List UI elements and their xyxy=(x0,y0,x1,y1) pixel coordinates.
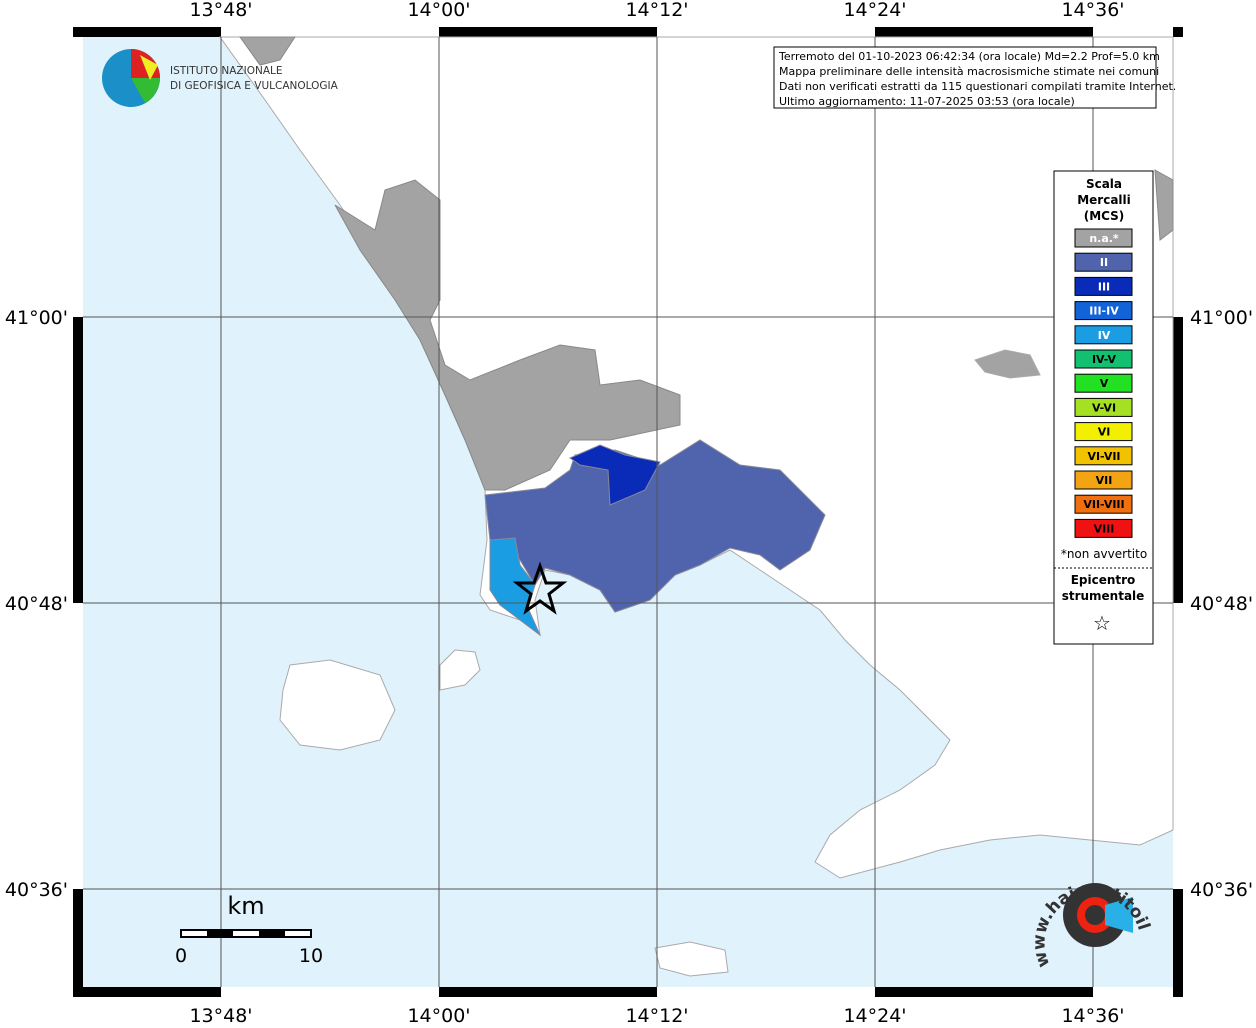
legend-swatch xyxy=(1074,252,1133,272)
lon-label: 14°00' xyxy=(407,0,470,21)
legend-label: VIII xyxy=(1094,522,1115,535)
legend-swatch xyxy=(1074,494,1133,514)
scale-end: 10 xyxy=(299,945,323,967)
lon-label: 14°12' xyxy=(625,0,688,21)
legend-note: *non avvertito xyxy=(1061,547,1147,561)
legend-label: V-VI xyxy=(1092,401,1116,414)
lat-label: 40°36' xyxy=(5,879,68,901)
legend-label: n.a.* xyxy=(1089,232,1119,245)
scale-unit: km xyxy=(227,892,264,920)
legend-swatch xyxy=(1074,518,1133,538)
institute-line: DI GEOFISICA E VULCANOLOGIA xyxy=(170,80,339,92)
lon-label: 13°48' xyxy=(189,1005,252,1024)
legend-swatch xyxy=(1074,397,1133,417)
info-box xyxy=(773,46,1157,109)
legend-swatch xyxy=(1074,373,1133,393)
lon-label: 14°00' xyxy=(407,1005,470,1024)
legend-swatch xyxy=(1074,422,1133,442)
legend-label: VII-VIII xyxy=(1083,498,1124,511)
legend-swatch xyxy=(1074,349,1133,369)
legend-label: V xyxy=(1100,377,1109,390)
legend-label: VI xyxy=(1098,426,1111,439)
legend-epicenter: Epicentro xyxy=(1071,573,1136,587)
legend-label: II xyxy=(1100,256,1108,269)
legend-swatch xyxy=(1074,470,1133,490)
info-line: Ultimo aggiornamento: 11-07-2025 03:53 (… xyxy=(779,95,1075,108)
ingv-logo: ISTITUTO NAZIONALE DI GEOFISICA E VULCAN… xyxy=(102,49,339,107)
frame-segments xyxy=(73,27,1183,997)
legend-swatch xyxy=(1074,301,1133,321)
graticule: 13°48' 13°48' 14°00' 14°00' 14°12' 14°12' 14°2… xyxy=(5,0,1253,1027)
lat-label: 40°48' xyxy=(1190,593,1253,615)
legend-symbol: ☆ xyxy=(1093,611,1111,635)
legend-swatch xyxy=(1074,446,1133,466)
legend-label: VII xyxy=(1096,474,1113,487)
legend-label: VI-VII xyxy=(1087,450,1120,463)
lat-label: 40°48' xyxy=(5,593,68,615)
info-line: Terremoto del 01-10-2023 06:42:34 (ora l… xyxy=(778,50,1160,63)
epicenter xyxy=(512,561,568,615)
info-text: Terremoto del 01-10-2023 06:42:34 (ora l… xyxy=(778,50,1176,108)
legend-label: IV xyxy=(1098,329,1111,342)
legend-label: III xyxy=(1098,280,1110,293)
info-line: Dati non verificati estratti da 115 ques… xyxy=(779,80,1176,93)
scale-bar: km 0 10 xyxy=(175,892,323,967)
lat-label: 41°00' xyxy=(5,307,68,329)
lon-label: 14°24' xyxy=(843,0,906,21)
lon-label: 13°48' xyxy=(189,0,252,21)
legend-title: Scala xyxy=(1086,177,1122,191)
lon-label: 14°24' xyxy=(843,1005,906,1024)
institute-line: ISTITUTO NAZIONALE xyxy=(170,65,283,77)
lat-label: 41°00' xyxy=(1190,307,1253,329)
lon-label: 14°12' xyxy=(625,1005,688,1024)
scale-start: 0 xyxy=(175,945,187,967)
legend: ScalaMercalli(MCS)n.a.*IIIIIIII-IVIVIV-V… xyxy=(1054,177,1153,635)
legend-label: III-IV xyxy=(1089,305,1119,318)
legend-epicenter: strumentale xyxy=(1062,589,1145,603)
legend-swatch xyxy=(1074,325,1133,345)
legend-swatch xyxy=(1074,228,1133,248)
lon-label: 14°36' xyxy=(1061,1005,1124,1024)
lon-label: 14°36' xyxy=(1061,0,1124,21)
info-line: Mappa preliminare delle intensità macros… xyxy=(779,65,1159,78)
intensity-areas xyxy=(239,36,1174,637)
lat-label: 40°36' xyxy=(1190,879,1253,901)
legend-label: IV-V xyxy=(1092,353,1117,366)
legend-swatch xyxy=(1074,276,1133,296)
legend-title: Mercalli xyxy=(1077,193,1131,207)
legend-title: (MCS) xyxy=(1084,209,1125,223)
